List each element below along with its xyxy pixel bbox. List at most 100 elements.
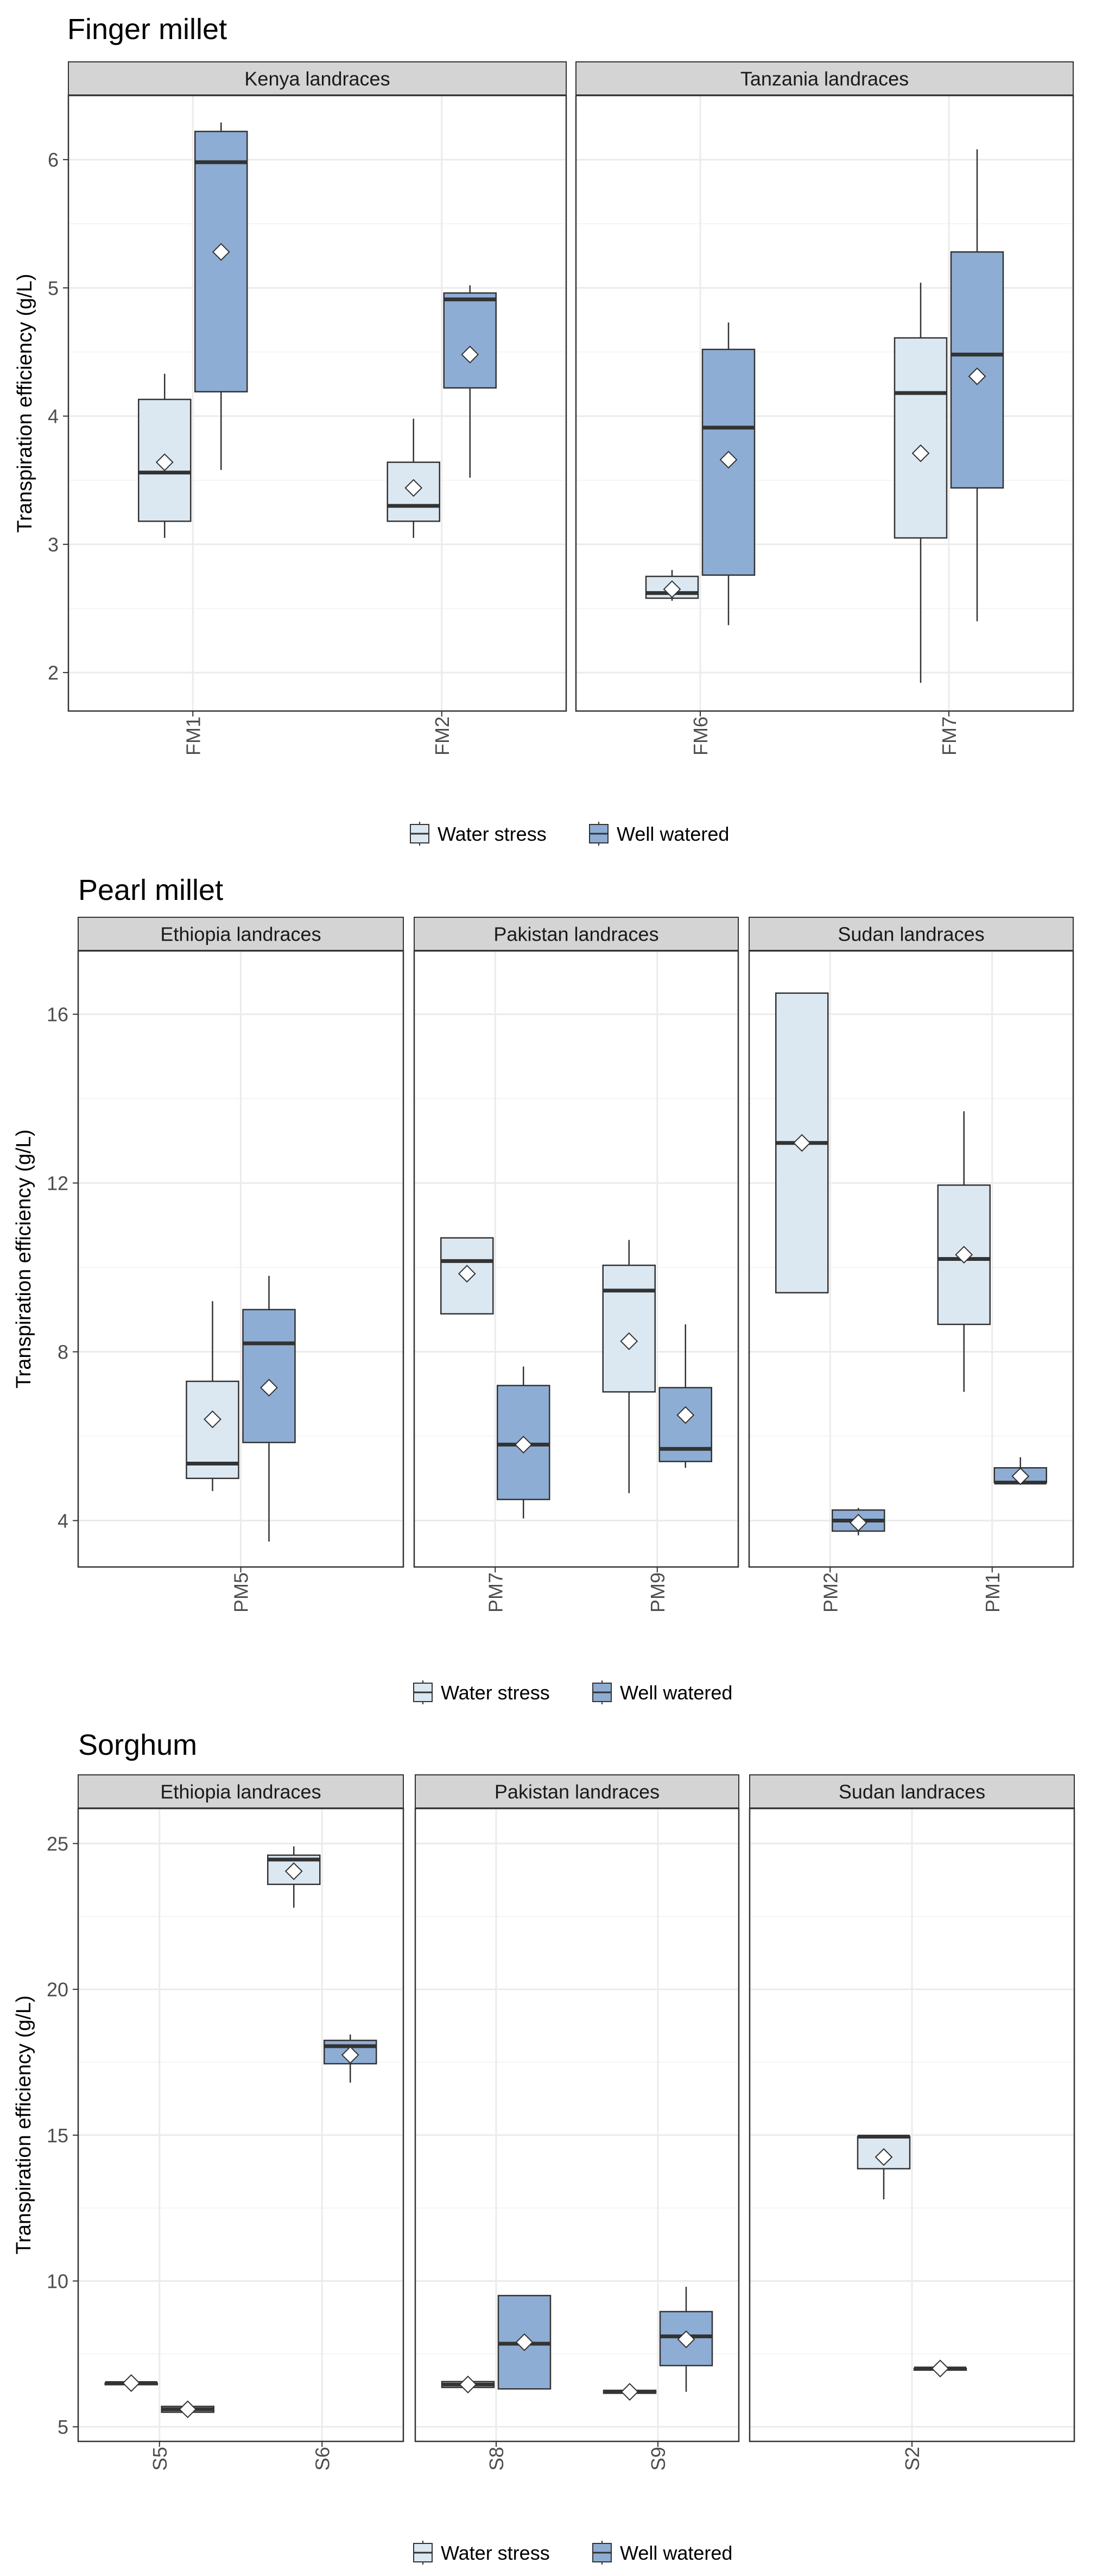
x-tick-label: S5 [149,2447,171,2471]
boxplot-PM9-water-stress [602,1240,656,1493]
legend-label: Water stress [441,2542,550,2564]
boxplot-FM7-well-watered [950,149,1004,621]
mean-marker [1011,1467,1030,1486]
mean-marker [676,1406,695,1424]
chart-0: Finger millet Transpiration efficiency (g… [14,13,1074,846]
y-tick-label: 5 [48,277,59,299]
facet-strip [78,917,404,951]
mean-marker [204,1410,221,1429]
panel-0: Kenya landraces FM1 FM2 [67,61,567,756]
legend-item-well-watered: Well watered [589,822,729,846]
boxplot-FM7-water-stress [894,282,948,683]
facet-strip [749,1774,1075,1809]
panel-border [67,94,567,712]
chart-title: Sorghum [78,1729,197,1761]
panel-1: Pakistan landraces PM7 PM9 [413,917,739,1613]
panel-2: Sudan landraces S2 [749,1774,1075,2471]
y-tick-label: 16 [47,1004,68,1026]
facet-strip [575,61,1074,96]
facet-strip [415,1774,739,1809]
facet-strip-label: Tanzania landraces [740,68,909,90]
y-axis-label: Transpiration efficiency (g/L) [14,274,36,532]
x-tick-label: FM6 [689,716,712,756]
boxplot-S9-well-watered [659,2287,713,2392]
mean-marker [663,580,681,598]
x-tick-label: FM2 [431,716,453,756]
legend-label: Water stress [438,823,547,845]
panel-border [77,1807,404,2442]
y-tick-label: 5 [58,2416,68,2438]
x-tick-label: PM2 [819,1572,841,1613]
boxplot-PM7-water-stress [440,1237,494,1315]
chart-1: Pearl millet Transpiration efficiency (g/… [12,874,1074,1704]
y-tick-label: 4 [58,1509,68,1532]
boxplot-S5-well-watered [161,2400,214,2419]
mean-marker [179,2400,197,2419]
legend-label: Well watered [617,823,729,845]
y-tick-label: 3 [48,534,59,556]
mean-marker [404,479,423,497]
x-tick-label: PM7 [484,1572,506,1613]
boxplot-S2-water-stress [857,2134,911,2200]
x-tick-label: PM1 [981,1572,1004,1613]
legend-item-water-stress: Water stress [410,822,547,846]
panel-border [575,94,1074,712]
box [194,130,248,392]
mean-marker [677,2330,695,2349]
panel-0: Ethiopia landraces PM5 [77,917,404,1613]
mean-marker [514,1436,533,1454]
mean-marker [719,451,738,469]
legend-label: Well watered [620,1682,732,1704]
box [602,1264,656,1393]
box [894,337,948,539]
panel-1: Tanzania landraces FM6 FM7 [575,61,1074,756]
mean-marker [793,1134,811,1152]
x-tick-label: FM1 [182,716,204,756]
x-tick-label: S8 [485,2447,508,2471]
mean-marker [284,1862,303,1880]
mean-marker [620,2383,639,2401]
panel-border [413,950,739,1568]
legend-label: Well watered [620,2542,732,2564]
facet-strip [414,917,739,951]
mean-marker [515,2333,534,2351]
facet-strip-label: Kenya landraces [244,68,390,90]
y-tick-label: 8 [58,1341,68,1363]
chart-title: Pearl millet [78,874,223,906]
legend-label: Water stress [441,1682,550,1704]
facet-strip-label: Pakistan landraces [493,923,658,946]
x-tick-label: S2 [901,2447,923,2471]
legend-item-water-stress: Water stress [413,2541,550,2565]
boxplot-PM5-well-watered [242,1276,296,1542]
mean-marker [955,1246,973,1264]
legend: Water stress Well watered [413,2541,732,2565]
mean-marker [122,2374,141,2392]
y-tick-label: 25 [47,1832,68,1855]
chart-title: Finger millet [67,13,227,46]
x-tick-label: PM9 [647,1572,669,1613]
boxplot-PM2-well-watered [832,1508,885,1536]
x-tick-label: S6 [311,2447,333,2471]
chart-2: Sorghum Transpiration efficiency (g/L) 5 10… [12,1729,1075,2565]
y-tick-label: 10 [47,2270,68,2292]
facet-strip [68,61,567,96]
mean-marker [461,345,479,364]
boxplot-S2-well-watered [913,2359,967,2378]
mean-marker [620,1332,638,1350]
boxplot-PM2-water-stress [775,992,829,1293]
mean-marker [849,1513,867,1532]
x-tick-label: FM7 [938,716,960,756]
mean-marker [341,2046,359,2064]
y-axis-label: Transpiration efficiency (g/L) [12,1130,35,1388]
facet-strip-label: Ethiopia landraces [160,1781,321,1803]
facet-strip-label: Sudan landraces [838,923,984,946]
mean-marker [459,2375,477,2394]
boxplot-FM1-water-stress [138,373,192,538]
facet-strip-label: Pakistan landraces [495,1781,660,1803]
boxplot-FM1-well-watered [194,122,248,470]
mean-marker [911,444,930,462]
boxplot-S6-water-stress [267,1846,321,1908]
mean-marker [458,1265,476,1283]
legend-item-well-watered: Well watered [592,1680,732,1704]
